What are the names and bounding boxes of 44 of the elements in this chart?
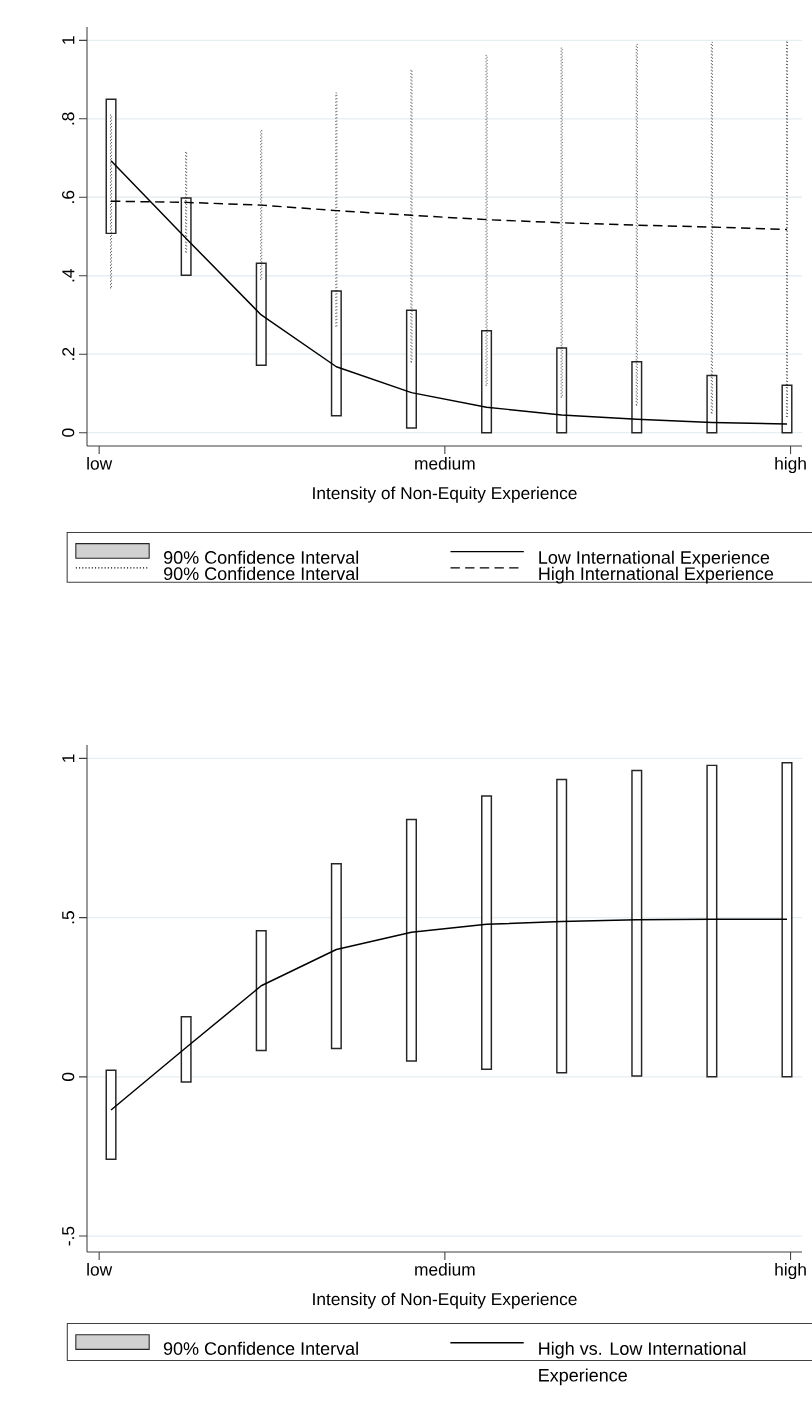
bar	[481, 795, 493, 1070]
bar	[405, 818, 417, 1062]
bar	[405, 309, 417, 429]
text: high	[775, 1262, 806, 1280]
x-axis-title: Intensity of Non-Equity Experience	[313, 486, 577, 503]
bar	[556, 778, 568, 1074]
bar	[105, 98, 117, 235]
y-tick-label: 1	[62, 36, 75, 44]
bar	[330, 290, 342, 417]
bar	[105, 1069, 117, 1161]
legend-label: High vs. Low International Experience	[539, 1341, 746, 1386]
text: low	[87, 456, 113, 470]
bar	[631, 769, 643, 1077]
y-tick-label: .4	[62, 269, 75, 282]
y-tick-label: 0	[62, 428, 75, 437]
bar	[180, 197, 192, 277]
text: low	[87, 1262, 113, 1276]
bar	[781, 384, 793, 434]
y-tick-label: 0	[62, 1072, 75, 1081]
line-series	[110, 918, 788, 1111]
bar	[255, 262, 267, 366]
text: medium	[415, 456, 475, 470]
bar	[706, 374, 718, 434]
y-tick-label: .6	[62, 190, 75, 203]
bar	[481, 329, 493, 434]
y-tick-label: -.5	[62, 1226, 75, 1246]
text: high	[775, 456, 806, 474]
bar	[255, 929, 267, 1052]
bar	[556, 347, 568, 434]
bar	[706, 764, 718, 1078]
y-tick-label: .8	[62, 112, 75, 125]
y-tick-label: .5	[62, 911, 75, 924]
legend-label: 90% Confidence Interval	[164, 566, 359, 581]
text: medium	[415, 1262, 475, 1276]
y-tick-label: .2	[62, 347, 75, 360]
legend-label: 90% Confidence Interval	[164, 550, 359, 564]
bar	[631, 360, 643, 434]
x-axis-title: Intensity of Non-Equity Experience	[313, 1292, 577, 1309]
bar	[781, 762, 793, 1078]
y-tick-label: 1	[62, 754, 75, 762]
legend-label: 90% Confidence Interval	[163, 1341, 358, 1355]
bar	[330, 863, 342, 1050]
legend-label: High International Experience	[539, 566, 774, 584]
bar	[180, 1015, 192, 1083]
